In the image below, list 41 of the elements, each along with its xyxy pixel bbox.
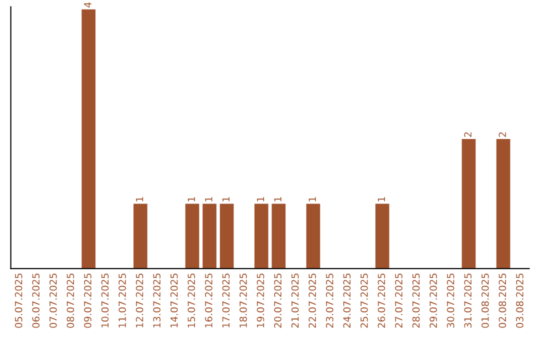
x-tick-label: 27.07.2025 (395, 274, 402, 328)
x-tick-label: 02.08.2025 (498, 274, 506, 328)
x-tick-label: 29.07.2025 (430, 274, 437, 328)
x-tick-label: 13.07.2025 (153, 274, 160, 328)
data-label: 1 (378, 197, 386, 202)
x-tick-label: 07.07.2025 (49, 274, 57, 328)
x-tick-label: 06.07.2025 (32, 274, 40, 328)
data-label: 1 (308, 197, 316, 202)
x-tick-label: 26.07.2025 (378, 274, 386, 328)
x-tick-label: 25.07.2025 (360, 274, 368, 328)
x-tick-label: 10.07.2025 (101, 274, 109, 328)
x-tick-label: 14.07.2025 (170, 274, 178, 328)
x-tick-label: 30.07.2025 (446, 274, 454, 328)
data-label: 2 (498, 132, 506, 137)
x-tick-label: 24.07.2025 (343, 274, 351, 328)
x-tick-label: 18.07.2025 (240, 274, 247, 328)
data-label: 1 (274, 197, 282, 202)
data-label: 2 (464, 132, 472, 137)
data-label: 1 (188, 197, 195, 202)
x-tick-label: 05.07.2025 (14, 274, 22, 328)
x-tick-label: 22.07.2025 (308, 274, 316, 328)
data-label: 1 (256, 197, 264, 202)
x-tick-label: 16.07.2025 (204, 274, 212, 328)
x-tick-label: 08.07.2025 (66, 274, 74, 328)
x-tick-label: 12.07.2025 (136, 274, 144, 328)
x-tick-label: 28.07.2025 (412, 274, 420, 328)
x-tick-label: 21.07.2025 (291, 274, 299, 328)
x-tick-label: 01.08.2025 (481, 274, 489, 328)
x-tick-label: 23.07.2025 (326, 274, 334, 328)
data-label: 1 (205, 197, 212, 202)
data-label: 1 (222, 197, 230, 202)
x-tick-label: 03.08.2025 (516, 274, 524, 328)
x-tick-label: 20.07.2025 (274, 274, 282, 328)
x-tick-label: 17.07.2025 (222, 274, 230, 328)
x-tick-label: 19.07.2025 (256, 274, 264, 328)
x-tick-label: 15.07.2025 (188, 274, 196, 328)
x-tick-label: 31.07.2025 (464, 274, 472, 328)
data-label: 4 (84, 2, 92, 8)
x-tick-label: 11.07.2025 (118, 274, 126, 328)
data-label: 1 (136, 197, 144, 202)
x-tick-label: 09.07.2025 (84, 274, 92, 328)
